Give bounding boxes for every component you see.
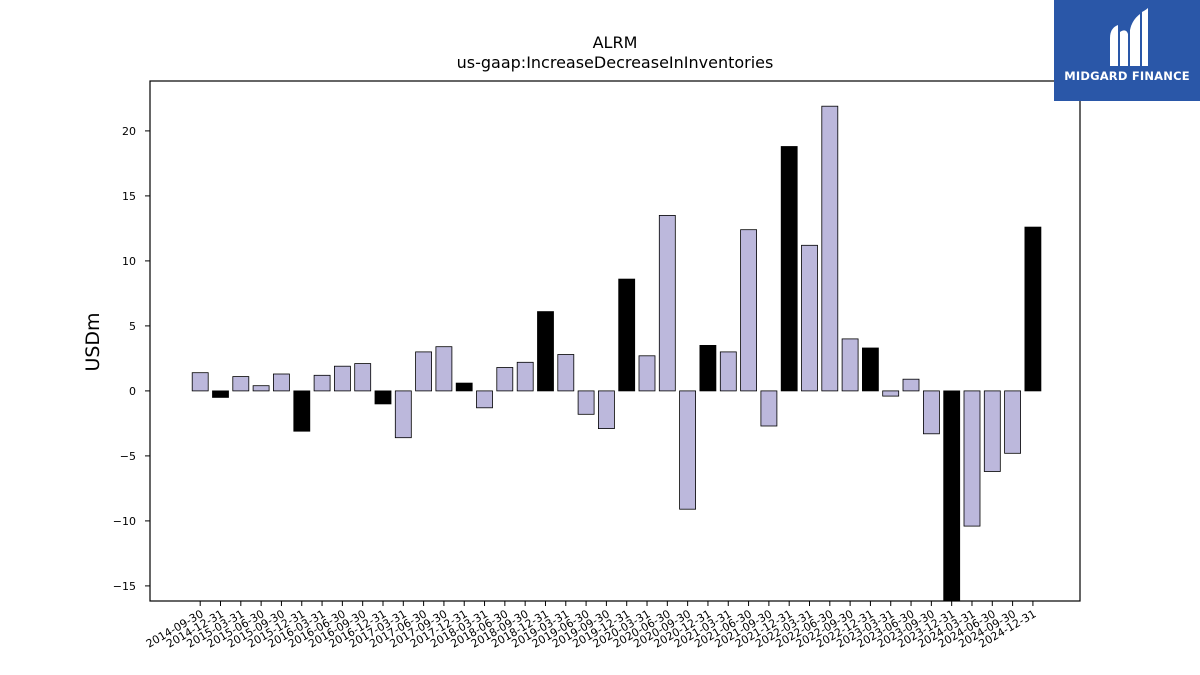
bar-2017-09-30 (435, 346, 453, 392)
logo-mark-icon (1110, 8, 1148, 66)
bar-2019-12-31 (618, 278, 636, 392)
bar-2014-12-31 (212, 390, 229, 398)
y-tick-label: 20 (122, 125, 136, 138)
bar-2022-03-31 (801, 244, 818, 392)
bar-2015-12-31 (293, 390, 311, 432)
bar-2023-09-30 (923, 390, 940, 435)
bar-2024-06-30 (983, 390, 1001, 472)
y-tick-label: 15 (122, 190, 136, 203)
bar-2024-03-31 (963, 390, 981, 527)
bar-2015-06-30 (252, 385, 270, 392)
bar-2016-09-30 (354, 363, 372, 392)
bar-2019-06-30 (577, 390, 595, 415)
bars-group (191, 105, 1042, 602)
bar-2021-12-31 (780, 146, 798, 392)
bar-2022-09-30 (841, 338, 859, 392)
logo-text: MIDGARD FINANCE (1064, 69, 1190, 83)
bar-2018-03-31 (476, 390, 493, 409)
y-tick-label: 0 (129, 385, 136, 398)
bar-2014-09-30 (191, 372, 209, 392)
bar-2021-03-31 (719, 351, 737, 392)
bar-2021-06-30 (740, 229, 757, 392)
y-tick-label: −10 (113, 515, 136, 528)
bar-2015-09-30 (272, 373, 290, 392)
bar-2016-06-30 (333, 365, 351, 392)
bar-2019-03-31 (557, 354, 575, 392)
chart-title: ALRM (593, 33, 638, 52)
y-axis-ticks: −15 −10 −5 0 5 10 15 20 (113, 125, 150, 593)
bar-2016-03-31 (313, 374, 331, 392)
bar-2023-12-31 (943, 390, 961, 602)
y-tick-label: 5 (129, 320, 136, 333)
y-tick-label: −5 (120, 450, 136, 463)
bar-2021-09-30 (760, 390, 778, 427)
bar-2020-06-30 (658, 214, 676, 392)
x-axis-ticks: 2014-09-302014-12-312015-03-312015-06-30… (144, 601, 1038, 651)
bar-2024-12-31 (1024, 226, 1042, 392)
bar-2018-12-31 (537, 311, 554, 392)
bar-2023-06-30 (902, 378, 920, 392)
bar-2017-06-30 (415, 351, 433, 392)
bar-2022-06-30 (821, 105, 839, 392)
bar-2024-09-30 (1004, 390, 1021, 454)
bar-2020-12-31 (699, 344, 717, 392)
chart-subtitle: us-gaap:IncreaseDecreaseInInventories (457, 53, 774, 72)
y-tick-label: 10 (122, 255, 136, 268)
bar-2017-03-31 (394, 390, 412, 439)
y-axis-label: USDm (82, 312, 104, 371)
plot-frame (149, 80, 1081, 602)
y-tick-label: −15 (113, 580, 136, 593)
bar-2023-03-31 (882, 390, 900, 397)
bar-2019-09-30 (598, 390, 615, 429)
bar-2022-12-31 (862, 347, 879, 392)
bar-2020-09-30 (679, 390, 696, 510)
bar-2018-09-30 (516, 361, 534, 392)
bar-2017-12-31 (455, 382, 473, 392)
bar-2018-06-30 (496, 367, 514, 392)
bar-2015-03-31 (232, 376, 250, 392)
midgard-finance-logo: MIDGARD FINANCE (1054, 0, 1200, 101)
bar-2016-12-31 (374, 390, 392, 405)
bar-2020-03-31 (638, 355, 656, 392)
